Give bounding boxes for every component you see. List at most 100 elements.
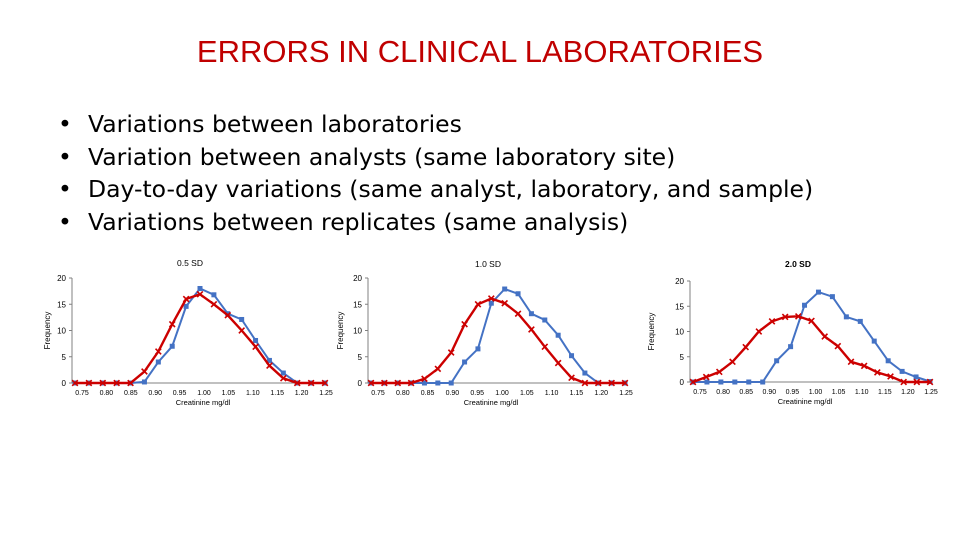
y-tick-label: 0 [62, 379, 67, 388]
x-tick-label: 0.95 [173, 390, 187, 397]
data-point-square [816, 290, 821, 295]
bullet-list: • Variations between laboratories • Variat… [58, 108, 813, 238]
bullet-item: • Variation between analysts (same labora… [58, 141, 813, 174]
x-tick-label: 0.90 [762, 389, 776, 396]
x-tick-label: 1.20 [295, 390, 309, 397]
data-point-x [542, 344, 548, 350]
data-point-x [743, 344, 749, 350]
series-line [693, 316, 930, 382]
data-point-x [239, 328, 245, 334]
y-tick-label: 15 [57, 300, 66, 309]
series-line [693, 292, 930, 382]
data-point-square [542, 318, 547, 323]
data-point-square [211, 292, 216, 297]
bullet-text: Day-to-day variations (same analyst, lab… [88, 175, 813, 203]
y-tick-label: 0 [358, 379, 363, 388]
data-point-square [774, 358, 779, 363]
bullet-text: Variations between laboratories [88, 110, 462, 138]
x-tick-label: 0.75 [371, 390, 385, 397]
x-tick-label: 1.10 [855, 389, 869, 396]
x-tick-label: 1.15 [570, 390, 584, 397]
bullet-dot: • [58, 108, 88, 141]
x-tick-label: 0.90 [148, 390, 162, 397]
x-tick-label: 1.25 [924, 389, 938, 396]
data-point-square [569, 353, 574, 358]
data-point-square [489, 301, 494, 306]
data-point-square [556, 333, 561, 338]
bullet-item: • Variations between laboratories [58, 108, 813, 141]
data-point-square [914, 374, 919, 379]
data-point-x [529, 327, 535, 333]
bullet-text: Variations between replicates (same anal… [88, 208, 628, 236]
data-point-square [253, 338, 258, 343]
x-tick-label: 1.05 [520, 390, 534, 397]
x-tick-label: 0.80 [396, 390, 410, 397]
x-tick-label: 1.20 [901, 389, 915, 396]
x-tick-label: 1.20 [594, 390, 608, 397]
data-point-square [281, 371, 286, 376]
data-point-square [582, 371, 587, 376]
bullet-text: Variation between analysts (same laborat… [88, 143, 675, 171]
x-tick-label: 0.85 [421, 390, 435, 397]
x-tick-label: 0.95 [470, 390, 484, 397]
data-point-square [475, 346, 480, 351]
data-point-x [756, 329, 762, 335]
x-tick-label: 0.90 [446, 390, 460, 397]
x-tick-label: 0.85 [739, 389, 753, 396]
x-tick-label: 1.00 [197, 390, 211, 397]
bullet-item: • Variations between replicates (same ana… [58, 206, 813, 239]
data-point-square [886, 358, 891, 363]
data-point-square [788, 344, 793, 349]
y-tick-label: 5 [680, 353, 685, 362]
y-tick-label: 15 [353, 300, 362, 309]
y-tick-label: 5 [358, 353, 363, 362]
data-point-square [704, 380, 709, 385]
x-tick-label: 0.80 [100, 390, 114, 397]
x-tick-label: 1.10 [246, 390, 260, 397]
bullet-item: • Day-to-day variations (same analyst, la… [58, 173, 813, 206]
data-point-square [900, 369, 905, 374]
data-point-x [267, 363, 273, 369]
series-line [75, 289, 325, 384]
x-tick-label: 1.25 [319, 390, 333, 397]
bullet-dot: • [58, 173, 88, 206]
data-point-square [516, 291, 521, 296]
x-tick-label: 1.05 [832, 389, 846, 396]
data-point-square [198, 286, 203, 291]
data-point-square [746, 380, 751, 385]
series-line [75, 294, 325, 383]
x-tick-label: 0.80 [716, 389, 730, 396]
data-point-square [502, 287, 507, 292]
chart-2-0-sd: 051015200.75 0.80 0.85 0.90 0.95 1.00 1.05 1.10… [640, 250, 950, 430]
data-point-square [142, 379, 147, 384]
x-tick-label: 1.00 [809, 389, 823, 396]
x-tick-label: 1.05 [222, 390, 236, 397]
data-point-square [718, 380, 723, 385]
data-point-square [732, 380, 737, 385]
x-tick-label: 1.00 [495, 390, 509, 397]
data-point-x [515, 311, 521, 317]
data-point-square [830, 294, 835, 299]
y-axis-title: Frequency [43, 312, 52, 350]
x-tick-label: 1.25 [619, 390, 633, 397]
data-point-square [858, 319, 863, 324]
data-point-square [529, 311, 534, 316]
y-tick-label: 10 [353, 327, 362, 336]
y-tick-label: 20 [57, 274, 66, 283]
chart-0-5-sd: 0 5 10 15 20 0.75 0.80 0.85 0.90 0.95 1.00 1.05 1.10… [40, 250, 340, 430]
data-point-square [462, 360, 467, 365]
bullet-dot: • [58, 141, 88, 174]
y-tick-label: 20 [675, 277, 684, 286]
x-tick-label: 0.75 [75, 390, 89, 397]
data-point-square [449, 381, 454, 386]
chart-title: 0.5 SD [177, 258, 203, 268]
x-tick-label: 0.85 [124, 390, 138, 397]
series-line [371, 289, 625, 383]
x-axis-title: Creatinine mg/dl [176, 398, 231, 407]
x-axis-title: Creatinine mg/dl [464, 398, 519, 407]
chart-1-0-sd: 051015200.75 0.80 0.85 0.90 0.95 1.00 1.05 1.10… [335, 250, 635, 430]
data-point-square [872, 339, 877, 344]
x-tick-label: 1.10 [545, 390, 559, 397]
data-point-square [156, 360, 161, 365]
y-tick-label: 0 [680, 378, 685, 387]
